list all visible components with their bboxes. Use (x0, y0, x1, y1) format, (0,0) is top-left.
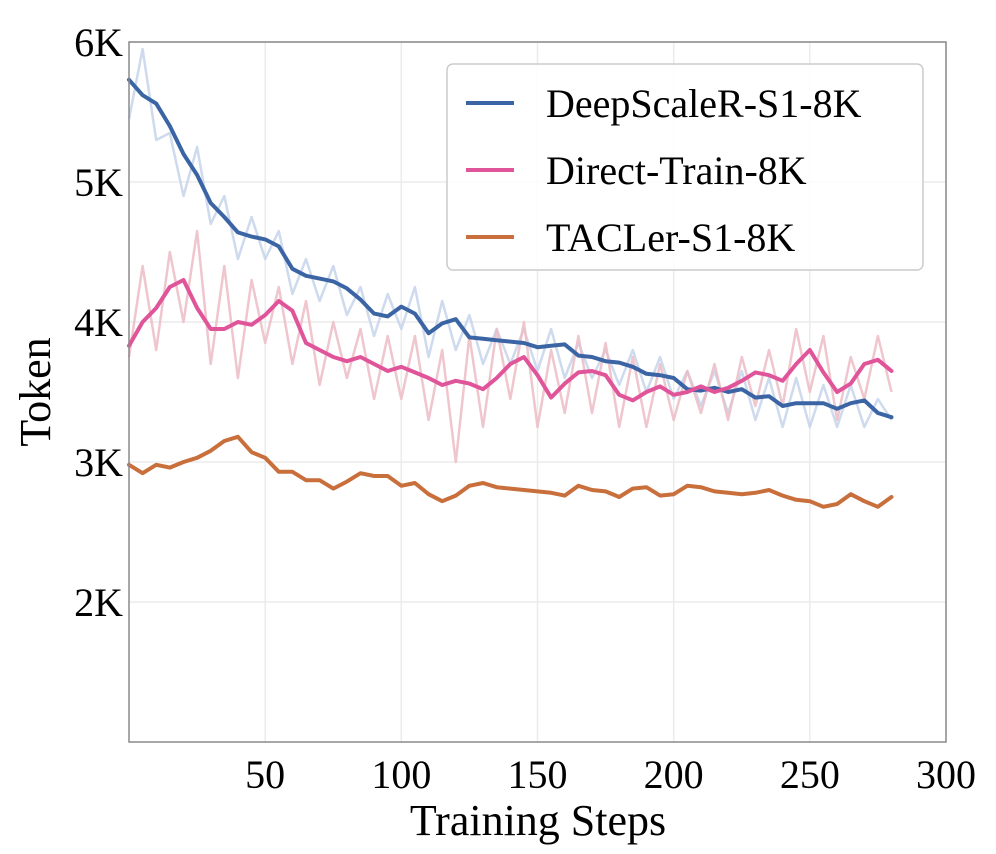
y-tick-label: 3K (74, 440, 123, 485)
x-axis-title: Training Steps (410, 796, 666, 845)
y-axis-title: Token (11, 337, 60, 446)
y-tick-label: 4K (74, 300, 123, 345)
tick-labels: 50 100 150 200 250 300 2K 3K 4K 5K 6K (74, 20, 976, 797)
y-tick-label: 5K (74, 160, 123, 205)
x-tick-label: 300 (916, 752, 976, 797)
x-tick-label: 250 (780, 752, 840, 797)
x-tick-label: 150 (508, 752, 568, 797)
series-line-deepscaler-s1-8k (127, 77, 894, 420)
x-tick-label: 50 (245, 752, 285, 797)
legend-label-direct-train-8k: Direct-Train-8K (546, 148, 807, 193)
legend-label-tacler-s1-8k: TACLer-S1-8K (546, 215, 795, 260)
legend: DeepScaleR-S1-8K Direct-Train-8K TACLer-S1… (446, 63, 924, 271)
legend-label-deepscaler-s1-8k: DeepScaleR-S1-8K (546, 81, 862, 126)
legend-box (446, 63, 924, 271)
x-tick-label: 100 (371, 752, 431, 797)
series-layer (127, 77, 894, 509)
x-tick-label: 200 (644, 752, 704, 797)
y-tick-label: 2K (74, 580, 123, 625)
plot-frame (128, 41, 947, 743)
series-line-direct-train-8k (127, 278, 894, 403)
raw-line-direct-train-8k (127, 229, 893, 464)
y-tick-label: 6K (74, 20, 123, 65)
series-line-tacler-s1-8k (127, 434, 894, 509)
